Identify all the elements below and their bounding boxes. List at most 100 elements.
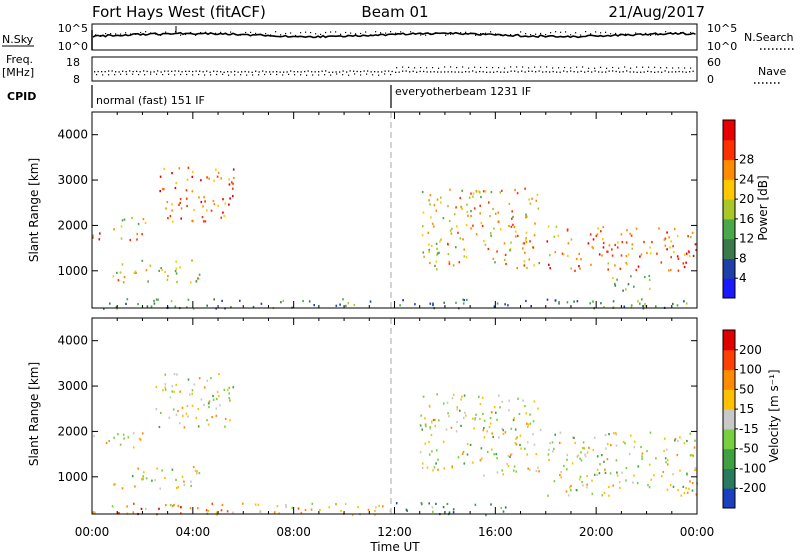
heatmap-cell — [375, 506, 377, 509]
heatmap-cell — [291, 506, 294, 509]
freq-dot — [241, 71, 243, 73]
heatmap-cell — [547, 494, 549, 497]
heatmap-cell — [661, 475, 663, 478]
heatmap-cell — [507, 304, 509, 307]
heatmap-cell — [200, 398, 203, 401]
heatmap-cell — [622, 440, 625, 443]
heatmap-cell — [504, 506, 507, 509]
heatmap-cell — [191, 389, 194, 392]
heatmap-cell — [605, 447, 607, 450]
heatmap-cell — [223, 215, 226, 218]
heatmap-cell — [357, 506, 359, 509]
heatmap-cell — [232, 182, 234, 185]
heatmap-cell — [518, 412, 521, 416]
nsearch-dot — [525, 33, 527, 35]
heatmap-cell — [438, 419, 440, 422]
heatmap-cell — [133, 271, 136, 274]
heatmap-cell — [435, 209, 438, 212]
heatmap-cell — [311, 502, 314, 505]
heatmap-cell — [637, 300, 639, 303]
heatmap-cell — [442, 506, 445, 509]
heatmap-cell — [601, 238, 604, 241]
heatmap-cell — [187, 415, 189, 418]
heatmap-cell — [123, 276, 126, 279]
heatmap-cell — [576, 455, 579, 458]
heatmap-cell — [425, 425, 427, 428]
heatmap-cell — [496, 457, 498, 460]
heatmap-cell — [525, 240, 528, 243]
heatmap-cell — [695, 248, 697, 252]
nave-dot — [288, 73, 290, 75]
heatmap-cell — [239, 299, 241, 302]
heatmap-cell — [498, 436, 500, 439]
heatmap-cell — [212, 394, 214, 398]
heatmap-cell — [656, 252, 658, 255]
freq-dot — [115, 71, 117, 73]
heatmap-cell — [613, 432, 615, 435]
heatmap-cell — [586, 451, 589, 454]
nsearch-dot — [615, 32, 617, 35]
freq-dot — [244, 70, 246, 73]
nsearch-dot — [610, 33, 612, 35]
power-colorbar-label: Power [dB] — [756, 175, 770, 240]
heatmap-cell — [460, 424, 462, 427]
heatmap-cell — [282, 299, 285, 302]
heatmap-cell — [640, 445, 642, 449]
heatmap-cell — [218, 373, 220, 376]
freq-dot — [276, 71, 278, 73]
colorbar-segment — [723, 389, 735, 410]
heatmap-cell — [133, 502, 135, 505]
heatmap-cell — [180, 506, 182, 509]
heatmap-cell — [617, 241, 619, 244]
heatmap-cell — [648, 278, 651, 281]
y-tick-label: 3000 — [57, 173, 88, 187]
heatmap-cell — [537, 466, 539, 469]
nave-dot — [666, 67, 668, 69]
freq-dot — [143, 70, 145, 72]
heatmap-cell — [435, 242, 438, 245]
heatmap-cell — [512, 215, 514, 218]
nsearch-dot — [580, 34, 582, 36]
heatmap-cell — [187, 378, 190, 381]
nave-dot — [402, 66, 404, 68]
colorbar-segment — [723, 428, 735, 450]
heatmap-cell — [525, 231, 528, 234]
heatmap-cell — [165, 207, 167, 210]
heatmap-cell — [190, 480, 192, 483]
freq-dot — [608, 70, 610, 72]
heatmap-cell — [598, 253, 601, 256]
heatmap-cell — [210, 377, 212, 380]
heatmap-cell — [118, 512, 120, 515]
heatmap-cell — [183, 483, 186, 486]
nsearch-dot — [490, 31, 492, 33]
heatmap-cell — [213, 179, 215, 182]
heatmap-cell — [378, 504, 380, 507]
nsearch-dot — [395, 32, 397, 34]
heatmap-cell — [464, 411, 466, 414]
heatmap-cell — [482, 429, 485, 432]
heatmap-cell — [474, 503, 477, 506]
heatmap-cell — [259, 510, 261, 513]
nsearch-dot — [355, 33, 357, 35]
freq-dot — [381, 71, 383, 73]
nave-dot — [570, 67, 572, 69]
freq-dot — [465, 71, 467, 73]
freq-dot — [339, 71, 341, 73]
heatmap-cell — [161, 268, 163, 272]
heatmap-cell — [187, 166, 190, 169]
heatmap-cell — [467, 214, 469, 217]
heatmap-cell — [430, 216, 432, 219]
heatmap-cell — [389, 509, 392, 512]
heatmap-cell — [493, 406, 496, 409]
heatmap-cell — [554, 433, 556, 436]
heatmap-cell — [172, 220, 174, 223]
heatmap-cell — [508, 409, 510, 412]
heatmap-cell — [182, 414, 184, 417]
heatmap-cell — [154, 479, 156, 482]
heatmap-cell — [215, 414, 218, 417]
heatmap-cell — [655, 305, 657, 308]
heatmap-cell — [686, 491, 689, 494]
heatmap-cell — [549, 442, 551, 445]
heatmap-cell — [587, 242, 590, 245]
freq-dot — [531, 70, 533, 72]
